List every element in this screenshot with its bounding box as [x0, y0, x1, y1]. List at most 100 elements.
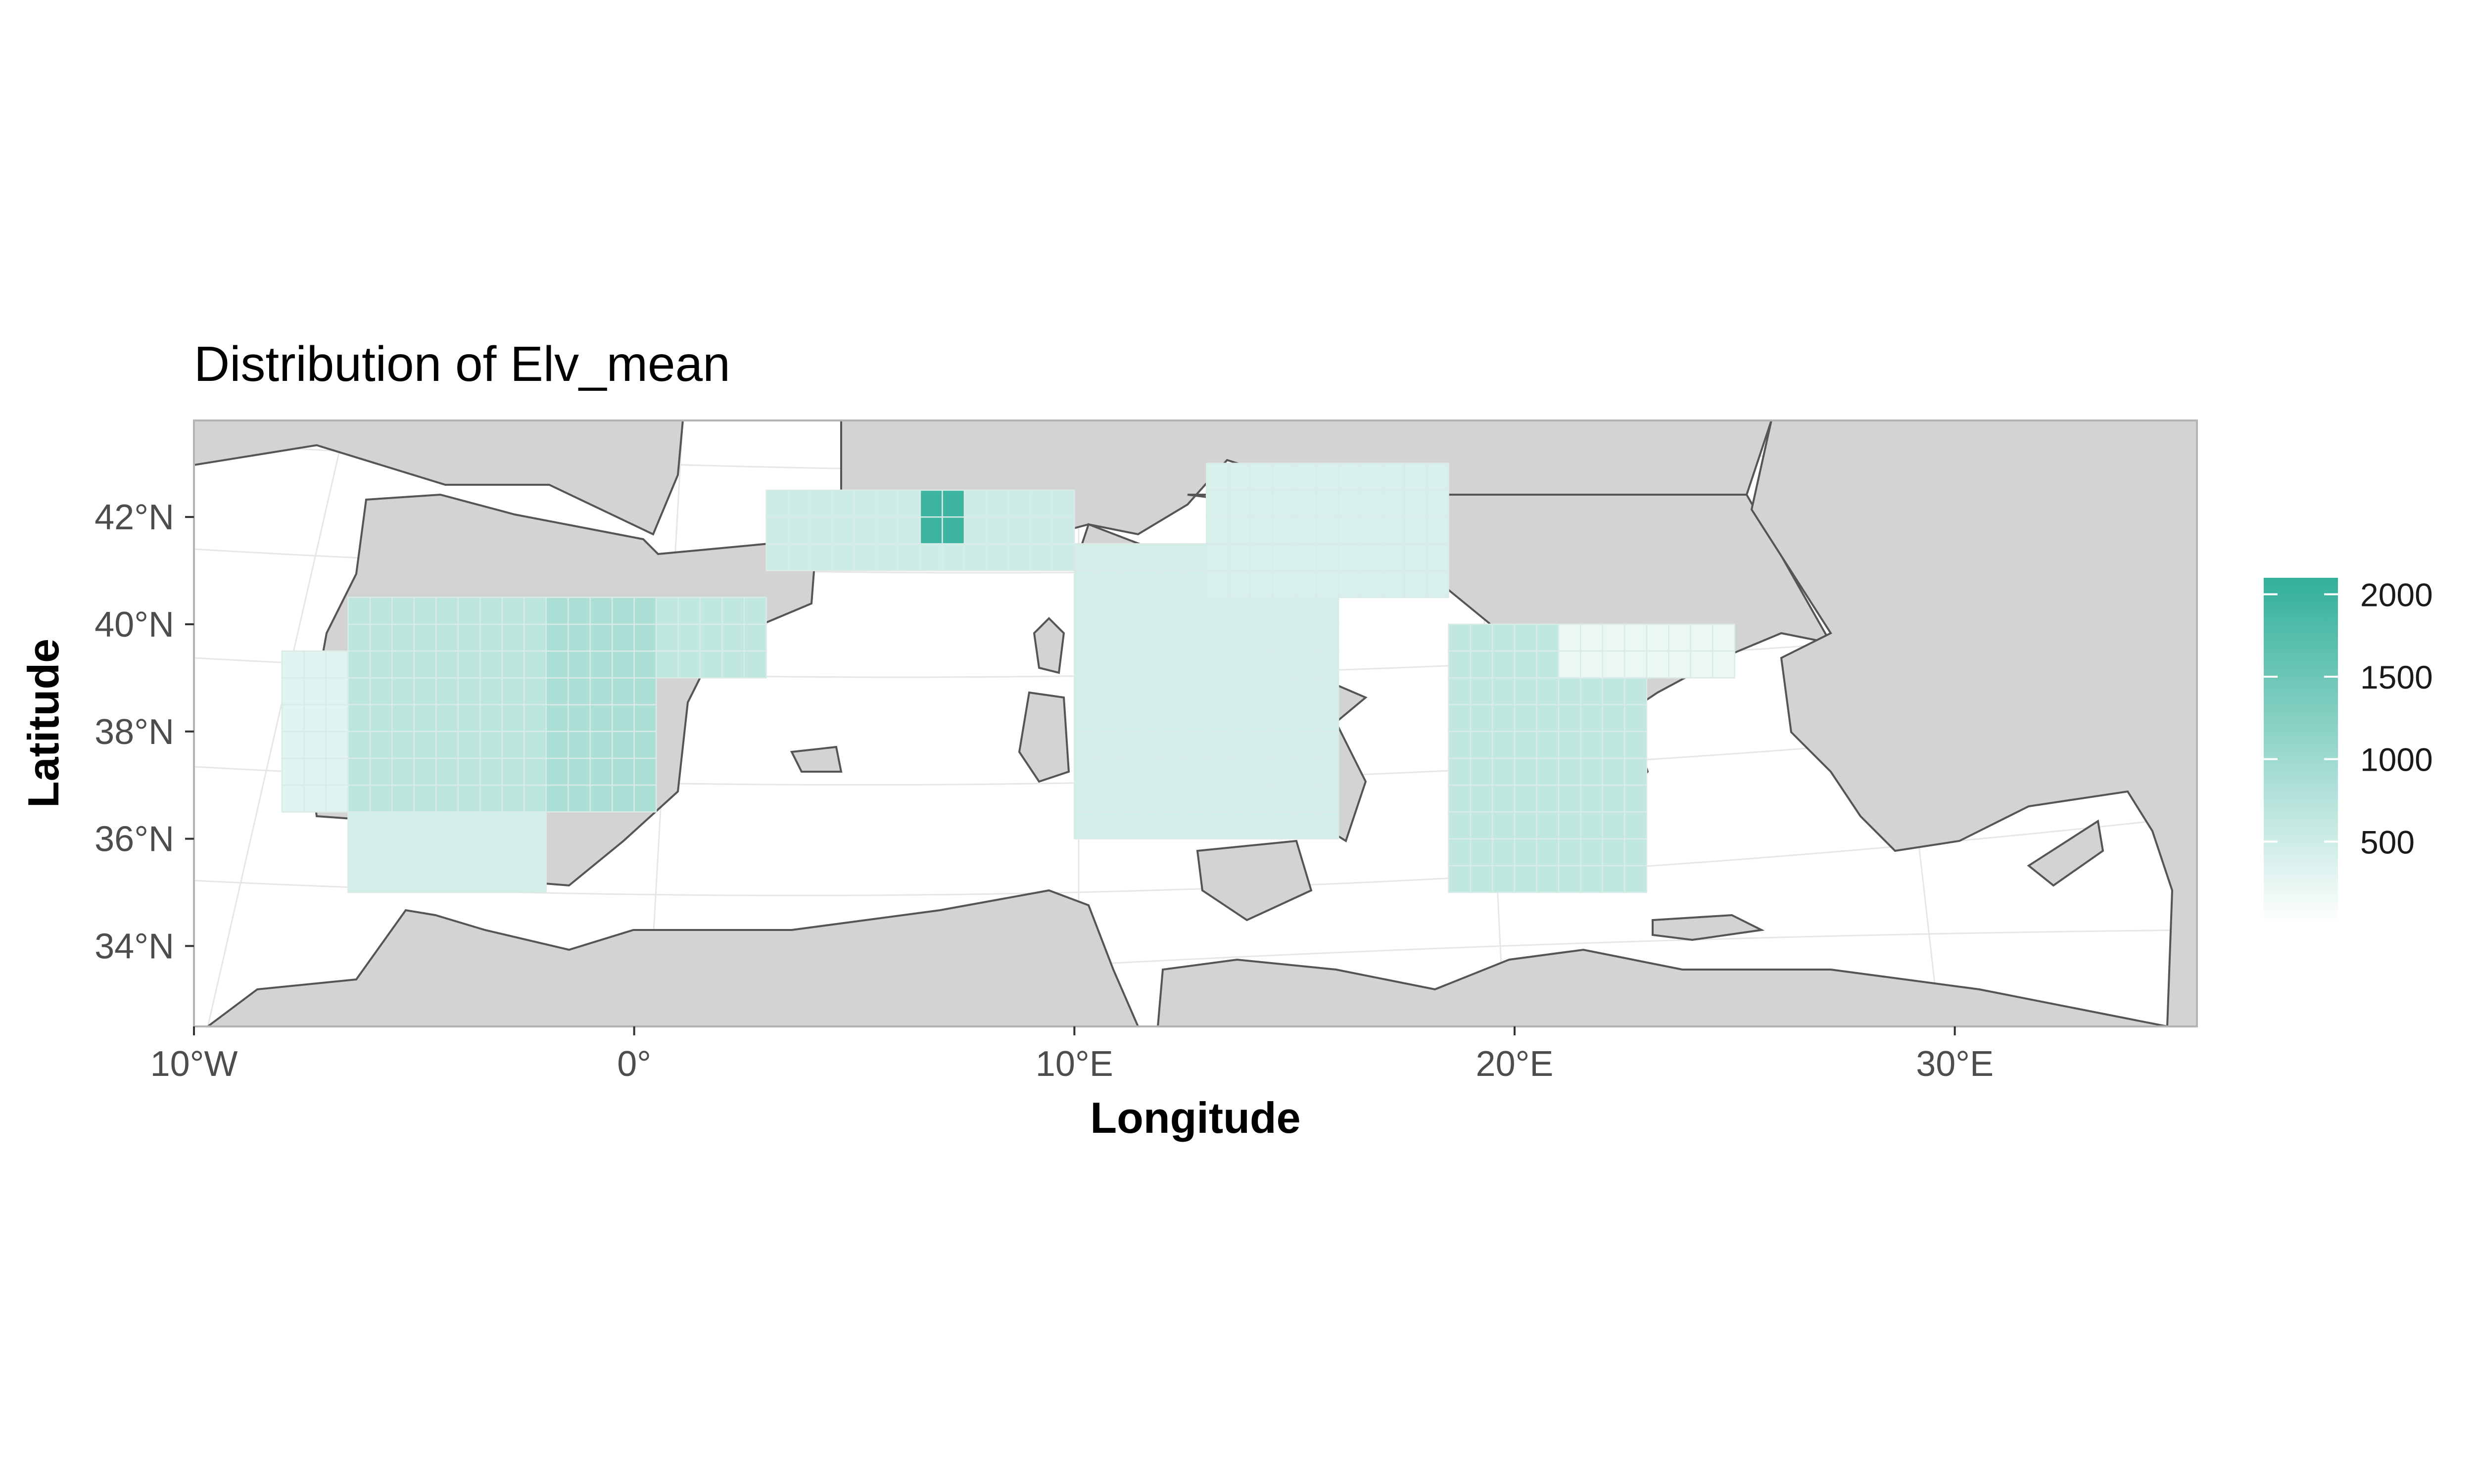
grid-cell: [1185, 678, 1206, 704]
grid-cell: [502, 624, 524, 651]
grid-cell: [392, 785, 414, 812]
grid-cell: [1008, 517, 1030, 544]
grid-cell: [1185, 598, 1206, 624]
grid-cell: [458, 624, 480, 651]
grid-cell: [1317, 812, 1338, 838]
grid-cell: [1141, 678, 1162, 704]
grid-cell: [898, 517, 920, 544]
grid-cell: [1405, 517, 1427, 544]
grid-cell: [546, 758, 568, 785]
grid-cell: [1294, 732, 1316, 758]
grid-cell: [590, 651, 612, 678]
grid-cell: [1294, 544, 1316, 570]
grid-cell: [502, 732, 524, 758]
grid-cell: [855, 490, 876, 517]
grid-cell: [1580, 678, 1602, 704]
grid-cell: [1471, 705, 1492, 732]
grid-cell: [1273, 517, 1294, 544]
grid-cell: [1273, 732, 1294, 758]
grid-cell: [1074, 812, 1096, 838]
grid-cell: [1493, 785, 1515, 812]
grid-cell: [348, 598, 370, 624]
grid-cell: [1162, 705, 1184, 732]
grid-cell: [1294, 785, 1316, 812]
grid-cell: [436, 624, 458, 651]
grid-cell: [1559, 812, 1580, 838]
grid-cell: [414, 758, 436, 785]
grid-cell: [282, 705, 304, 732]
grid-cell: [590, 732, 612, 758]
grid-cell: [1361, 571, 1382, 598]
grid-cell: [876, 490, 898, 517]
grid-cell: [568, 705, 590, 732]
grid-cell: [1668, 624, 1690, 651]
grid-cell: [1493, 732, 1515, 758]
grid-cell: [1096, 705, 1118, 732]
grid-cell: [1206, 758, 1228, 785]
grid-cell: [282, 758, 304, 785]
grid-cell: [1229, 732, 1250, 758]
grid-cell: [458, 866, 480, 892]
grid-cell: [634, 758, 656, 785]
grid-cell: [1118, 705, 1140, 732]
grid-cell: [524, 758, 546, 785]
grid-cell: [1361, 517, 1382, 544]
grid-cell: [1096, 678, 1118, 704]
grid-cell: [546, 651, 568, 678]
grid-cell: [1449, 812, 1471, 838]
grid-cell: [414, 651, 436, 678]
grid-cell: [1074, 678, 1096, 704]
grid-cell: [458, 678, 480, 704]
grid-cell: [964, 544, 986, 570]
grid-cell: [1624, 678, 1646, 704]
grid-cell: [1471, 678, 1492, 704]
grid-cell: [964, 517, 986, 544]
grid-cell: [1118, 732, 1140, 758]
grid-cell: [1427, 571, 1448, 598]
grid-cell: [1624, 651, 1646, 678]
grid-cell: [678, 624, 700, 651]
grid-cell: [1273, 812, 1294, 838]
grid-cell: [546, 732, 568, 758]
grid-cell: [1317, 624, 1338, 651]
grid-cell: [1317, 758, 1338, 785]
grid-cell: [348, 732, 370, 758]
grid-cell: [1515, 785, 1536, 812]
grid-cell: [1515, 678, 1536, 704]
grid-cell: [1317, 678, 1338, 704]
grid-cell: [502, 678, 524, 704]
grid-cell: [1118, 812, 1140, 838]
grid-cell: [1294, 490, 1316, 517]
grid-cell: [1559, 732, 1580, 758]
grid-cell: [436, 785, 458, 812]
grid-cell: [1536, 705, 1558, 732]
grid-cell: [1206, 598, 1228, 624]
grid-cell: [1206, 705, 1228, 732]
grid-cell: [1338, 464, 1360, 490]
grid-cell: [326, 785, 348, 812]
grid-cell: [546, 624, 568, 651]
grid-cell: [1559, 758, 1580, 785]
grid-cell: [634, 678, 656, 704]
grid-cell: [1141, 785, 1162, 812]
legend-tick-label: 2000: [2360, 576, 2433, 613]
grid-cell: [458, 812, 480, 838]
grid-cell: [810, 544, 832, 570]
grid-cell: [1162, 571, 1184, 598]
grid-cell: [1449, 732, 1471, 758]
grid-cell: [414, 839, 436, 866]
grid-cell: [370, 678, 392, 704]
grid-cell: [1449, 651, 1471, 678]
grid-cell: [1074, 544, 1096, 570]
grid-cell: [1361, 490, 1382, 517]
grid-cell: [326, 651, 348, 678]
grid-cell: [1185, 785, 1206, 812]
x-tick-label: 10°W: [150, 1044, 238, 1084]
grid-cell: [1580, 651, 1602, 678]
grid-cell: [1206, 517, 1228, 544]
grid-cell: [436, 732, 458, 758]
grid-cell: [458, 651, 480, 678]
grid-cell: [1405, 490, 1427, 517]
grid-cell: [1052, 544, 1074, 570]
grid-cell: [1536, 758, 1558, 785]
